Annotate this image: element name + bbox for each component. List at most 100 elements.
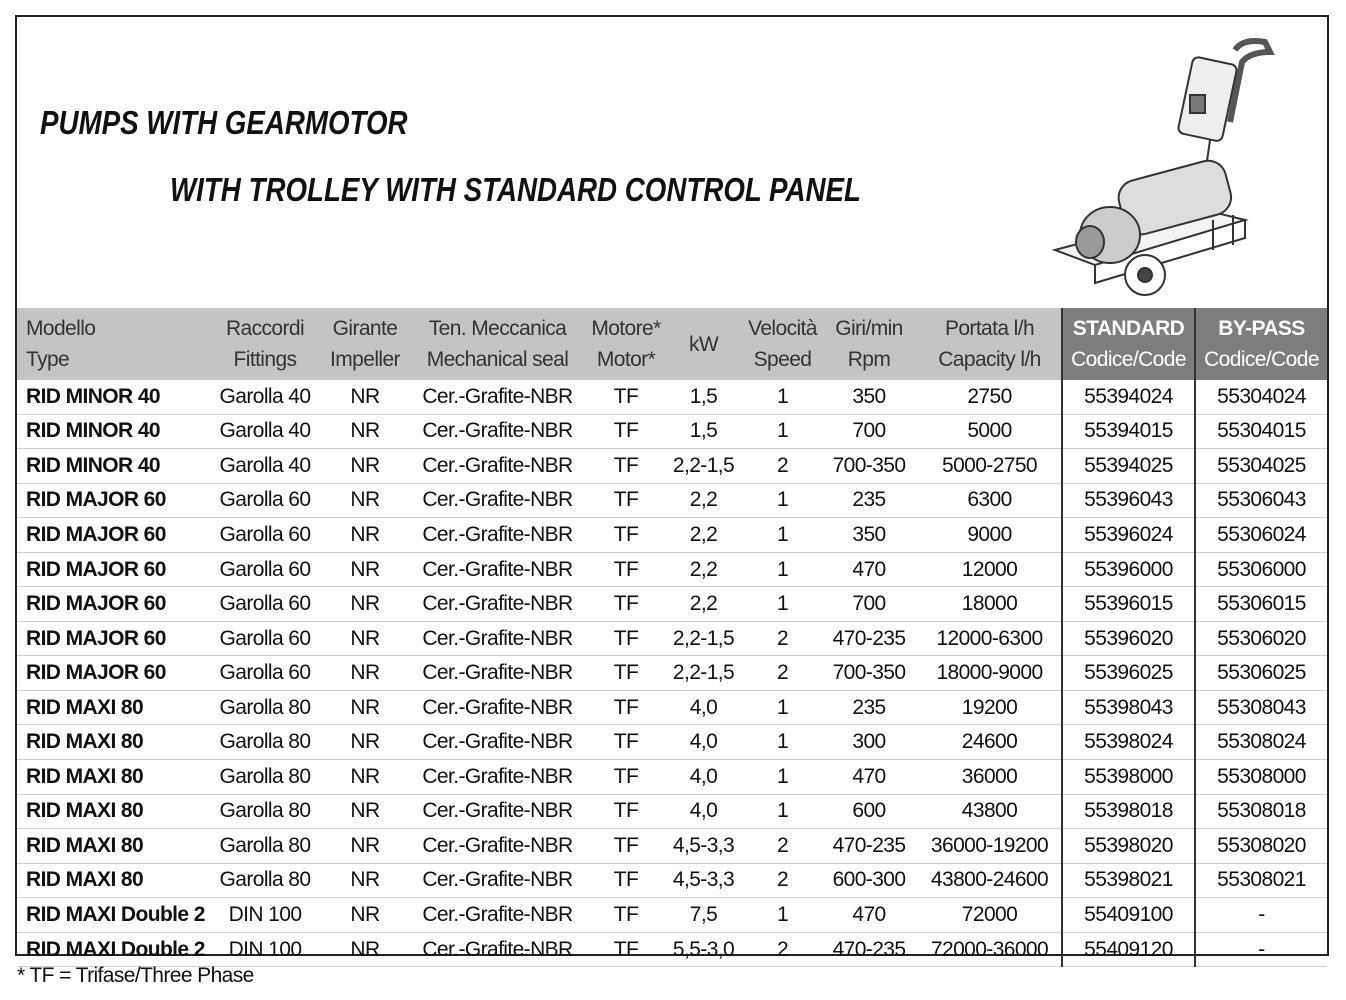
table-cell: 600 — [820, 794, 918, 830]
table-cell: 9000 — [918, 517, 1062, 553]
table-cell: 24600 — [918, 724, 1062, 761]
table-cell: 12000-6300 — [918, 621, 1062, 657]
table-cell: TF — [590, 724, 662, 761]
table-cell: 55396025 — [1061, 655, 1195, 691]
table-cell: Garolla 80 — [205, 863, 325, 899]
table-cell: Cer.-Grafite-NBR — [405, 517, 590, 553]
table-cell: 1 — [745, 586, 820, 622]
table-cell: Cer.-Grafite-NBR — [405, 621, 590, 657]
table-cell: Garolla 40 — [205, 414, 325, 450]
table-cell: 2 — [745, 621, 820, 657]
table-cell: 4,5-3,3 — [662, 863, 745, 899]
table-cell: Cer.-Grafite-NBR — [405, 724, 590, 761]
table-cell: TF — [590, 759, 662, 795]
table-cell: 2,2-1,5 — [662, 655, 745, 691]
table-cell: RID MAXI 80 — [17, 690, 205, 726]
table-cell: 36000-19200 — [918, 828, 1062, 864]
table-cell: 72000 — [918, 897, 1062, 933]
table-cell: 2,2 — [662, 483, 745, 519]
table-cell: 350 — [820, 517, 918, 553]
table-cell: 2 — [745, 863, 820, 899]
table-cell: 1 — [745, 794, 820, 830]
table-cell: Garolla 40 — [205, 448, 325, 484]
table-row: RID MAJOR 60 Garolla 60 NR Cer.-Grafite-NBR… — [17, 621, 1327, 657]
table-cell: 700-350 — [820, 448, 918, 484]
table-cell: NR — [325, 690, 405, 726]
header-text: Impeller — [330, 348, 400, 371]
header-text: Ten. Meccanica — [428, 317, 567, 340]
table-cell: 55306024 — [1194, 517, 1327, 553]
header-text: Mechanical seal — [426, 348, 569, 371]
table-cell: RID MAXI 80 — [17, 794, 205, 830]
table-cell: NR — [325, 621, 405, 657]
table-cell: TF — [590, 483, 662, 519]
table-cell: 1 — [745, 690, 820, 726]
table-row: RID MAXI 80 Garolla 80 NR Cer.-Grafite-NBR T… — [17, 794, 1327, 830]
table-cell: 55306020 — [1194, 621, 1327, 657]
column-header: BY-PASS Codice/Code — [1194, 308, 1327, 380]
table-cell: 1 — [745, 897, 820, 933]
table-cell: 7,5 — [662, 897, 745, 933]
table-cell: DIN 100 — [205, 897, 325, 933]
table-cell: TF — [590, 863, 662, 899]
table-cell: TF — [590, 828, 662, 864]
table-cell: 55398043 — [1061, 690, 1195, 726]
table-cell: 55308020 — [1194, 828, 1327, 864]
header-text: kW — [688, 332, 719, 356]
table-cell: RID MAXI Double 2Q — [17, 932, 205, 968]
table-cell: 55306015 — [1194, 586, 1327, 622]
table-cell: 2,2 — [662, 552, 745, 588]
table-cell: 18000 — [918, 586, 1062, 622]
header-row: Modello Type Raccordi Fittings Girante Impell… — [17, 308, 1327, 380]
table-cell: Cer.-Grafite-NBR — [405, 552, 590, 588]
table-cell: 55396043 — [1061, 483, 1195, 519]
table-cell: 55398018 — [1061, 794, 1195, 830]
table-cell: RID MAXI Double 2Q — [17, 897, 205, 933]
table-row: RID MAXI Double 2Q DIN 100 NR Cer.-Grafite-… — [17, 932, 1327, 968]
table-cell: 12000 — [918, 552, 1062, 588]
table-cell: TF — [590, 448, 662, 484]
table-cell: 2750 — [918, 380, 1062, 415]
table-cell: 470-235 — [820, 621, 918, 657]
table-cell: Cer.-Grafite-NBR — [405, 380, 590, 415]
table-cell: NR — [325, 794, 405, 830]
table-cell: TF — [590, 794, 662, 830]
table-cell: 2 — [745, 932, 820, 968]
header-text: Type — [26, 348, 70, 371]
table-cell: 36000 — [918, 759, 1062, 795]
table-cell: 5000 — [918, 414, 1062, 450]
table-cell: 600-300 — [820, 863, 918, 899]
table-row: RID MAJOR 60 Garolla 60 NR Cer.-Grafite-NBR… — [17, 483, 1327, 519]
column-header: Raccordi Fittings — [205, 308, 325, 380]
table-cell: 43800 — [918, 794, 1062, 830]
table-row: RID MINOR 40 Garolla 40 NR Cer.-Grafite-NBR… — [17, 448, 1327, 484]
header-text: Motore* — [591, 317, 661, 340]
table-cell: Garolla 60 — [205, 552, 325, 588]
table-cell: 55394025 — [1061, 448, 1195, 484]
table-cell: RID MAJOR 60 — [17, 586, 205, 622]
table-cell: NR — [325, 897, 405, 933]
title-line: WITH TROLLEY WITH STANDARD CONTROL PANEL — [170, 171, 861, 208]
table-cell: 55306000 — [1194, 552, 1327, 588]
table-cell: DIN 100 — [205, 932, 325, 968]
table-row: RID MAJOR 60 Garolla 60 NR Cer.-Grafite-NBR… — [17, 552, 1327, 588]
table-cell: RID MAJOR 60 — [17, 483, 205, 519]
table-cell: 55409120 — [1061, 932, 1195, 968]
table-row: RID MAXI Double 2Q DIN 100 NR Cer.-Grafite-… — [17, 897, 1327, 933]
table-cell: 1 — [745, 552, 820, 588]
table-cell: TF — [590, 380, 662, 415]
table-cell: 55306043 — [1194, 483, 1327, 519]
table-cell: RID MAXI 80 — [17, 724, 205, 761]
table-cell: RID MINOR 40 — [17, 414, 205, 450]
table-cell: 2 — [745, 448, 820, 484]
table-cell: - — [1194, 897, 1327, 933]
table-cell: 43800-24600 — [918, 863, 1062, 899]
header-text: Fittings — [233, 348, 297, 371]
table-cell: 1 — [745, 483, 820, 519]
header-text: Codice/Code — [1071, 348, 1186, 371]
table-cell: 1,5 — [662, 380, 745, 415]
table-cell: Cer.-Grafite-NBR — [405, 483, 590, 519]
table-row: RID MAXI 80 Garolla 80 NR Cer.-Grafite-NBR T… — [17, 828, 1327, 864]
table-cell: 700 — [820, 414, 918, 450]
